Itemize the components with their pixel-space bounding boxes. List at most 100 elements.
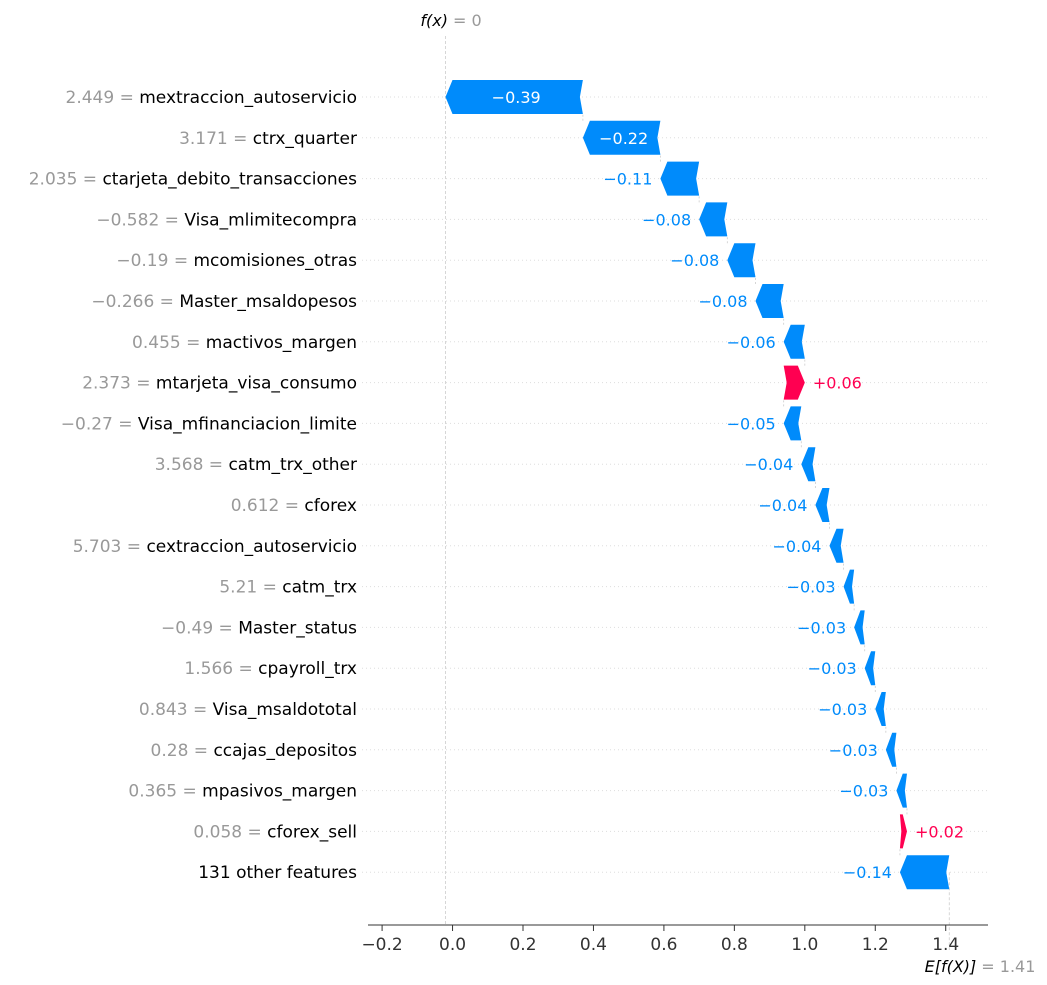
negative-bar <box>660 161 700 196</box>
bar-value-label: −0.03 <box>797 618 846 637</box>
feature-value: 3.171 = <box>179 129 253 149</box>
negative-bar <box>899 855 950 890</box>
bar-value-label: −0.11 <box>603 170 652 189</box>
feature-label: 5.703 = cextraccion_autoservicio <box>73 537 357 557</box>
feature-label: 0.058 = cforex_sell <box>193 822 357 842</box>
bar-value-label: −0.03 <box>829 741 878 760</box>
x-tick-label: 0.0 <box>439 935 466 955</box>
feature-name: cforex <box>304 496 357 516</box>
row-gridlines <box>362 96 988 873</box>
feature-label: 0.612 = cforex <box>231 496 357 516</box>
bar-value-label: −0.04 <box>744 455 793 474</box>
feature-label: 0.28 = ccajas_depositos <box>151 741 358 761</box>
feature-label: 5.21 = catm_trx <box>219 578 357 598</box>
x-tick-label: 1.0 <box>791 935 818 955</box>
negative-bar <box>783 406 802 441</box>
feature-name: catm_trx <box>282 578 357 598</box>
bar-value-label: −0.14 <box>843 863 892 882</box>
feature-label: −0.49 = Master_status <box>161 618 357 638</box>
base-label-text: E[f(X)] <box>925 957 977 976</box>
feature-name: mcomisiones_otras <box>194 251 358 271</box>
feature-name: Visa_mlimitecompra <box>184 210 357 230</box>
bar-value-label: −0.04 <box>772 537 821 556</box>
x-tick-label: 1.2 <box>862 935 889 955</box>
feature-name: Master_status <box>238 618 357 638</box>
fx-value: 0 <box>471 11 481 30</box>
feature-label: −0.19 = mcomisiones_otras <box>116 251 357 271</box>
bar-value-label: −0.08 <box>670 251 719 270</box>
x-tick-label: −0.2 <box>361 935 402 955</box>
feature-value: 2.035 = <box>29 170 103 190</box>
feature-labels: 2.449 = mextraccion_autoservicio 3.171 = … <box>29 88 357 883</box>
fx-label: f(x) = 0 <box>420 11 481 30</box>
feature-value: 3.568 = <box>155 455 229 475</box>
contribution-bars: −0.39 −0.22 −0.11 −0.08 −0.08 −0.08 −0.06 +0.06… <box>445 80 964 890</box>
base-annotation: E[f(X)] = 1.41 <box>925 957 1036 976</box>
feature-name: mextraccion_autoservicio <box>139 88 357 108</box>
feature-value: 5.703 = <box>73 537 147 557</box>
negative-bar <box>801 447 816 482</box>
bar-value-label: −0.03 <box>818 700 867 719</box>
bar-value-label: −0.08 <box>698 292 747 311</box>
negative-bar <box>829 528 844 563</box>
base-value-label: E[f(X)] = 1.41 <box>925 957 1036 976</box>
negative-bar <box>875 692 886 726</box>
feature-name: Master_msaldopesos <box>179 292 357 312</box>
feature-value: −0.49 = <box>161 618 238 638</box>
bar-value-label: −0.08 <box>642 210 691 229</box>
negative-bar <box>885 732 897 767</box>
feature-name: mtarjeta_visa_consumo <box>156 374 357 394</box>
feature-name: cextraccion_autoservicio <box>146 537 357 557</box>
positive-bar <box>899 814 907 849</box>
bar-value-label: −0.03 <box>787 578 836 597</box>
feature-name: cforex_sell <box>267 822 357 842</box>
bar-value-label: +0.02 <box>915 822 964 841</box>
feature-value: −0.266 = <box>91 292 179 312</box>
feature-name: catm_trx_other <box>228 455 357 475</box>
feature-value: 2.449 = <box>66 88 140 108</box>
feature-label: 0.365 = mpasivos_margen <box>128 782 357 802</box>
feature-value: 0.058 = <box>193 822 267 842</box>
negative-bar <box>783 324 805 359</box>
bar-value-label: −0.03 <box>808 659 857 678</box>
feature-label: 2.373 = mtarjeta_visa_consumo <box>82 374 357 394</box>
x-tick-label: 0.6 <box>650 935 677 955</box>
negative-bar <box>699 202 728 237</box>
feature-label: −0.266 = Master_msaldopesos <box>91 292 357 312</box>
bar-value-label: −0.04 <box>758 496 807 515</box>
negative-bar <box>896 773 907 808</box>
bar-value-label: −0.22 <box>599 129 648 148</box>
x-tick-label: 0.2 <box>509 935 536 955</box>
feature-name: Visa_mfinanciacion_limite <box>138 414 357 434</box>
feature-name: ctarjeta_debito_transacciones <box>102 170 357 190</box>
bar-value-label: −0.06 <box>727 333 776 352</box>
x-tick-label: 0.4 <box>580 935 607 955</box>
feature-value: 5.21 = <box>219 578 282 598</box>
feature-name: ctrx_quarter <box>253 129 357 149</box>
feature-name: mactivos_margen <box>206 333 357 353</box>
feature-value: 0.455 = <box>132 333 206 353</box>
feature-name: cpayroll_trx <box>258 659 357 679</box>
feature-name: mpasivos_margen <box>202 782 357 802</box>
fx-annotation: f(x) = 0 <box>420 11 481 30</box>
bar-value-label: −0.03 <box>839 782 888 801</box>
feature-label: 2.449 = mextraccion_autoservicio <box>66 88 358 108</box>
negative-bar <box>864 651 876 686</box>
feature-label: 0.455 = mactivos_margen <box>132 333 357 353</box>
feature-value: −0.27 = <box>61 414 138 434</box>
x-tick-label: 1.4 <box>932 935 959 955</box>
feature-label: −0.27 = Visa_mfinanciacion_limite <box>61 414 357 434</box>
negative-bar <box>843 569 855 604</box>
negative-bar <box>445 80 583 114</box>
negative-bar <box>582 120 661 155</box>
bar-value-label: −0.39 <box>492 88 541 107</box>
feature-label: 0.843 = Visa_msaldototal <box>139 700 357 720</box>
feature-label: 3.171 = ctrx_quarter <box>179 129 357 149</box>
feature-value: −0.19 = <box>116 251 193 271</box>
x-axis: −0.2 0.0 0.2 0.4 0.6 0.8 1.0 1.2 1.4 <box>361 924 988 955</box>
feature-name: Visa_msaldototal <box>213 700 357 720</box>
feature-value: 0.28 = <box>151 741 214 761</box>
bar-value-label: +0.06 <box>813 374 862 393</box>
base-value: 1.41 <box>1000 957 1036 976</box>
